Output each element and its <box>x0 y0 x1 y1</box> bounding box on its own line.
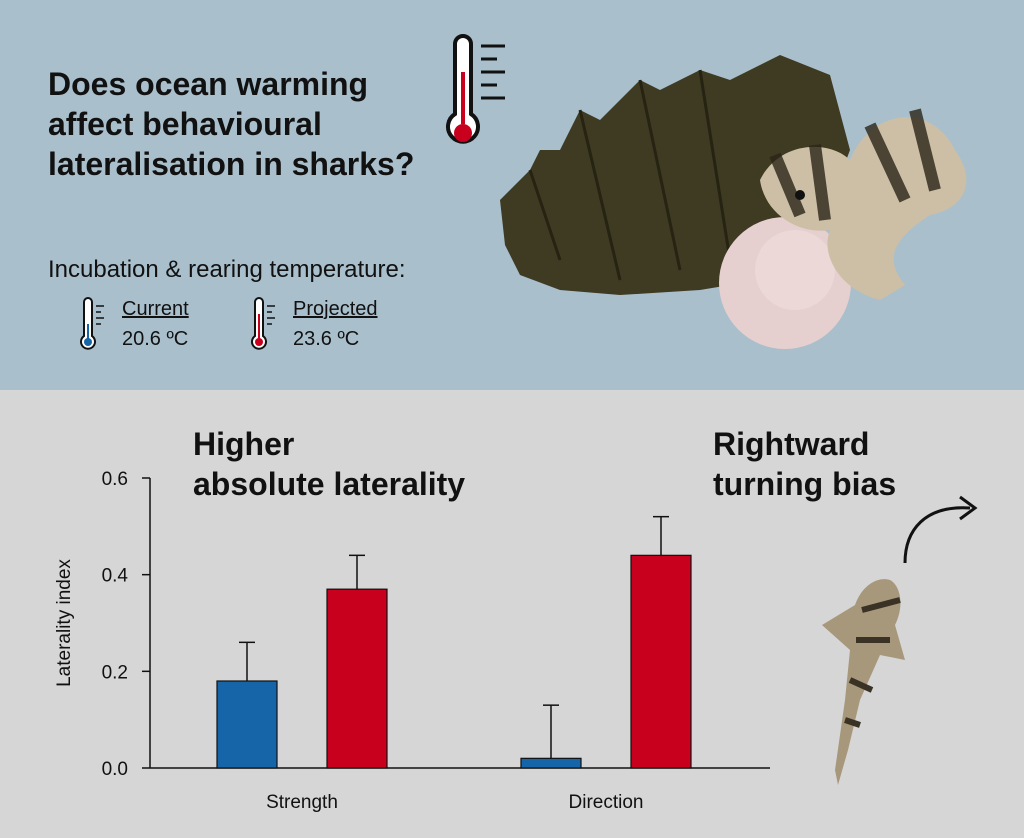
x-tick-label: Direction <box>569 792 644 813</box>
shark-hatchling-photo <box>760 108 967 300</box>
y-tick-label: 0.4 <box>102 566 129 587</box>
current-value: 20.6 ºC <box>122 328 189 350</box>
shark-hatchling-topview-photo <box>822 579 905 785</box>
projected-label: Projected <box>293 298 378 320</box>
y-axis-label: Laterality index <box>54 559 75 687</box>
y-tick-label: 0.2 <box>102 662 128 683</box>
current-thermometer-icon <box>80 297 104 350</box>
bar-current-direction <box>520 757 582 769</box>
current-label: Current <box>122 298 189 320</box>
y-tick-label: 0.0 <box>102 759 128 780</box>
x-tick-label: Strength <box>266 792 338 813</box>
bar-current-strength <box>216 680 278 769</box>
direction-panel-title: Rightward turning bias <box>713 426 897 502</box>
strength-panel-title: Higher absolute laterality <box>193 426 466 502</box>
main-question: Does ocean warming affect behavioural la… <box>48 66 415 182</box>
curved-arrow-icon <box>903 495 978 564</box>
projected-value: 23.6 ºC <box>293 328 360 350</box>
bar-projected-strength <box>326 588 388 769</box>
projected-thermometer-icon <box>251 297 275 350</box>
thermometer-icon <box>446 34 505 144</box>
laterality-bar-chart: Laterality index 0.0 0.2 0.4 0.6 Strength Di… <box>54 469 770 813</box>
incubation-subtitle: Incubation & rearing temperature: <box>48 256 406 283</box>
shark-egg-case-photo <box>500 55 851 349</box>
y-tick-label: 0.6 <box>102 469 128 490</box>
bar-projected-direction <box>630 554 692 769</box>
